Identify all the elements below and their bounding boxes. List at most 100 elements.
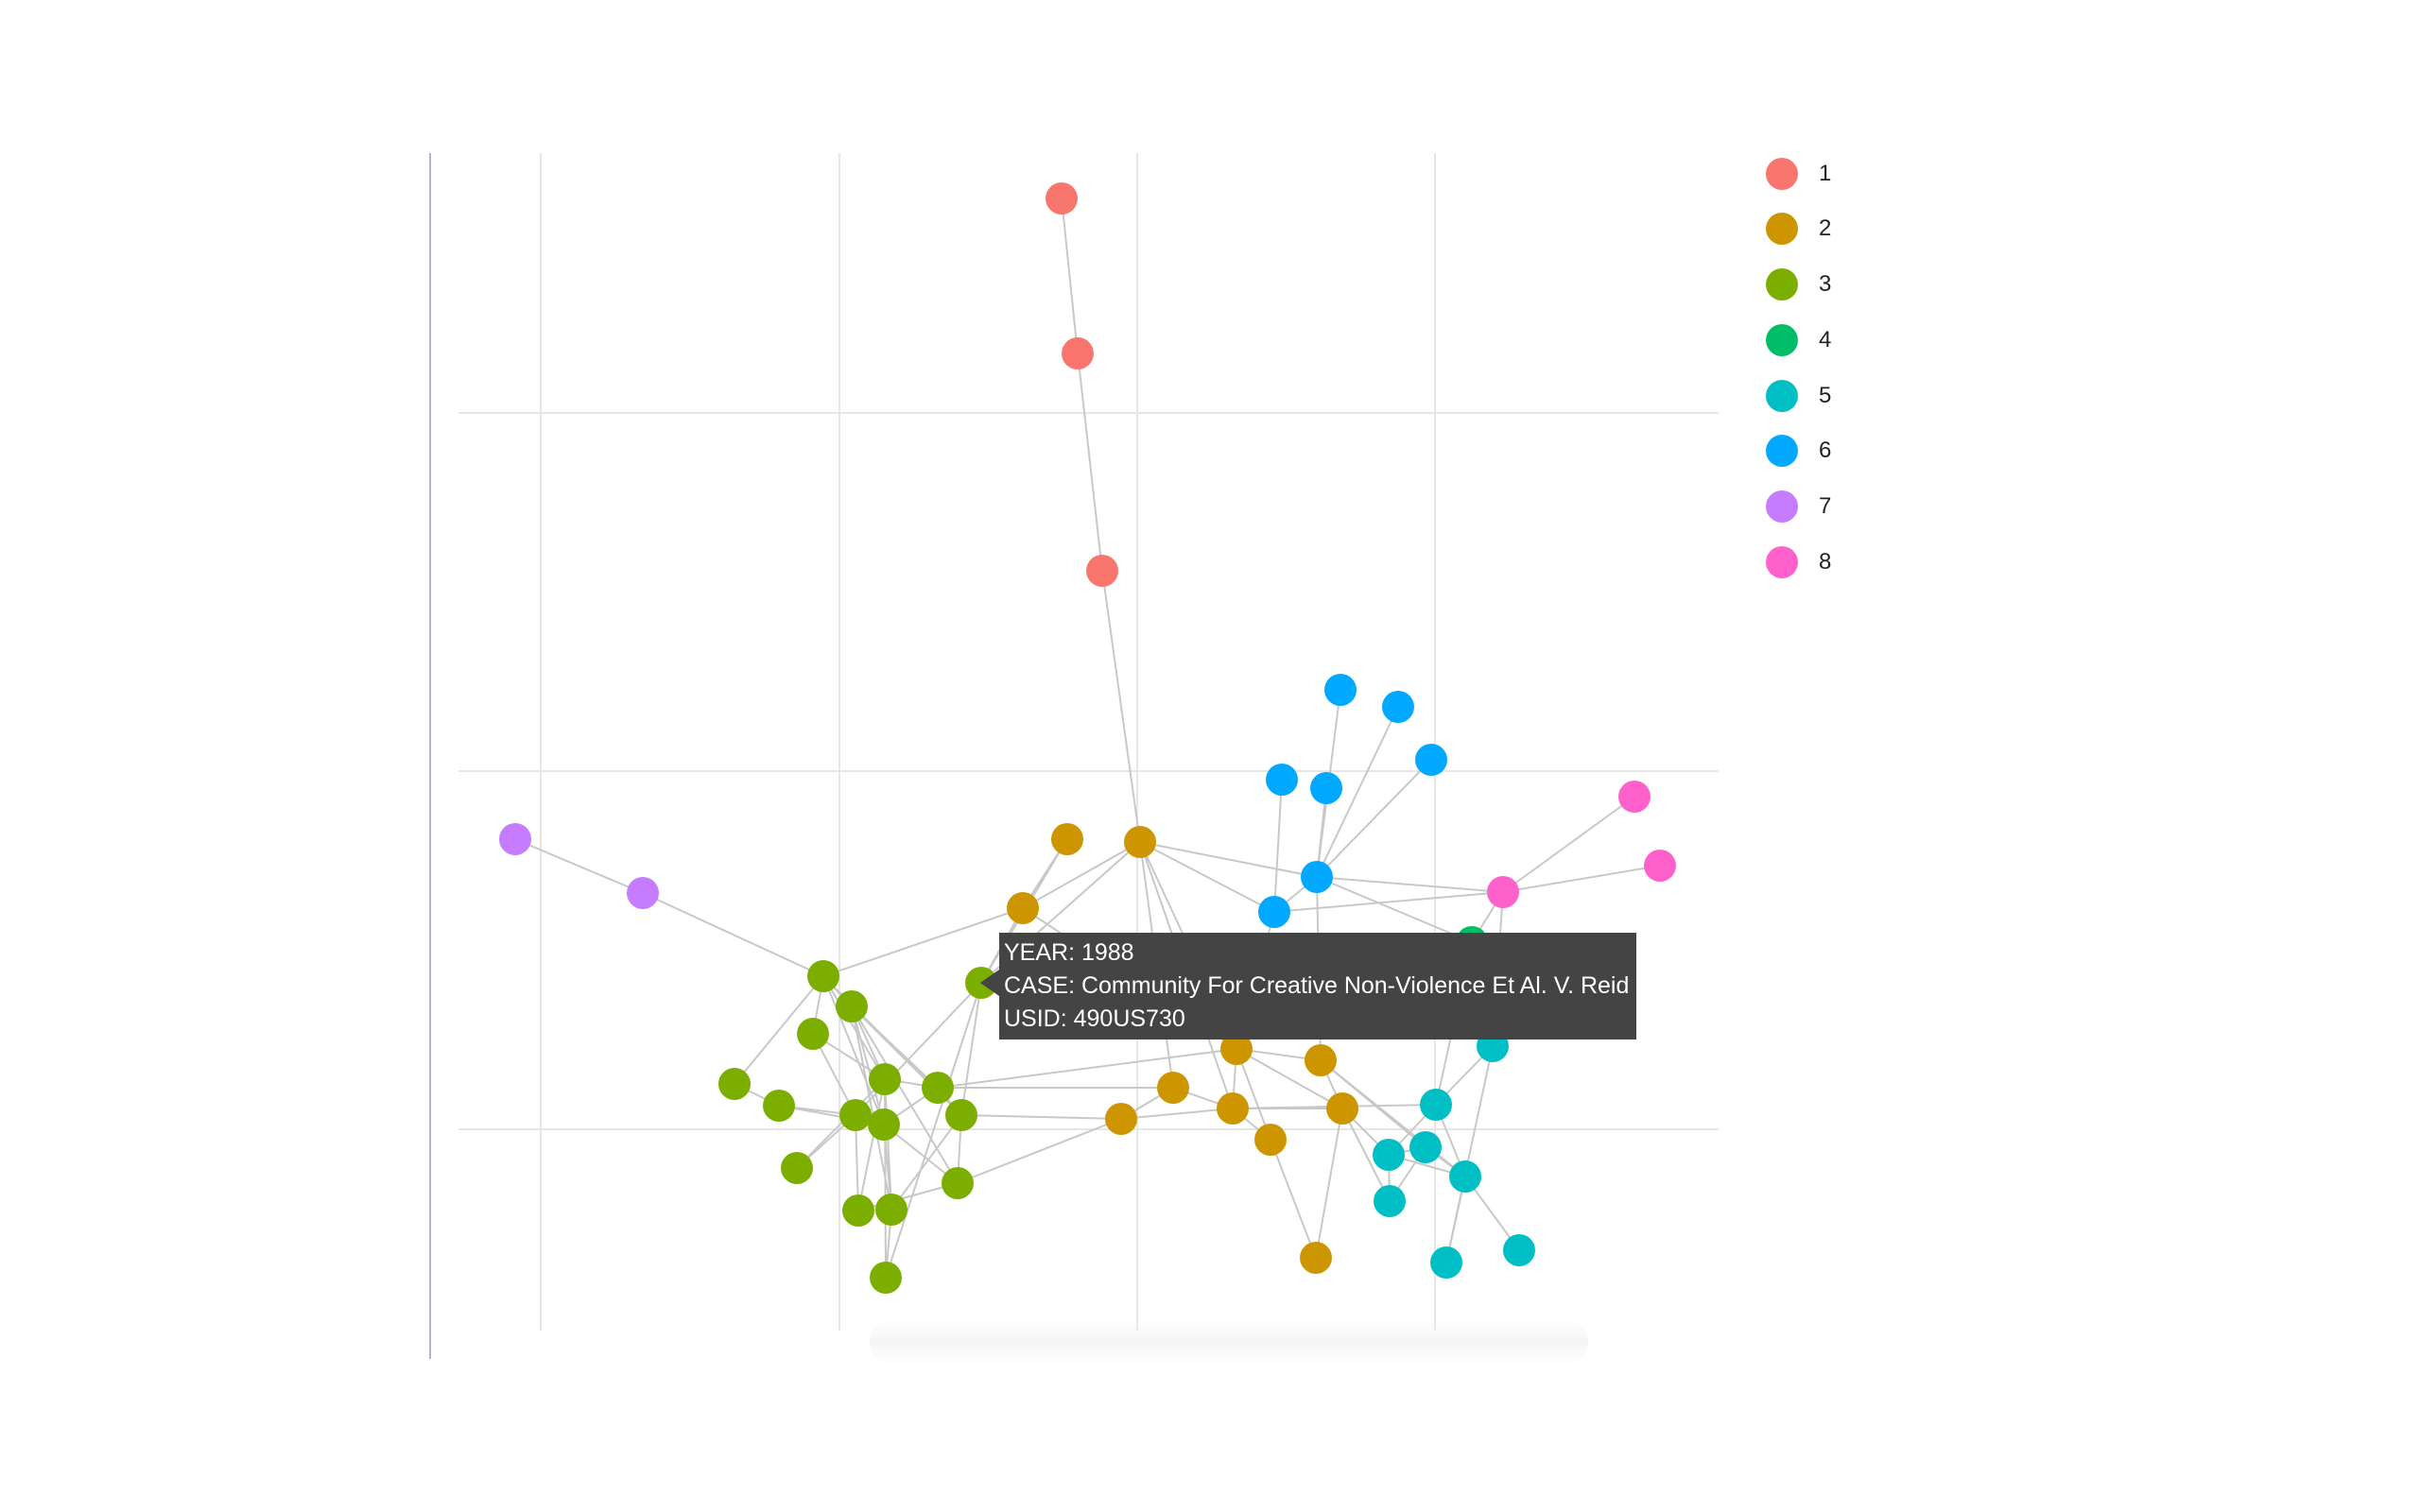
legend-marker bbox=[1766, 158, 1798, 190]
node-group-2[interactable] bbox=[1326, 1092, 1358, 1125]
tooltip-usid: USID: 490US730 bbox=[1004, 1005, 1185, 1032]
edge bbox=[796, 1078, 886, 1169]
legend-marker bbox=[1766, 213, 1798, 245]
node-group-5[interactable] bbox=[1420, 1089, 1452, 1121]
edge bbox=[1341, 1108, 1391, 1202]
legend-item-7[interactable]: 7 bbox=[1766, 490, 1831, 523]
node-group-5[interactable] bbox=[1374, 1185, 1406, 1217]
node-group-2[interactable] bbox=[1300, 1242, 1332, 1274]
node-group-5[interactable] bbox=[1449, 1160, 1481, 1193]
legend-marker bbox=[1766, 435, 1798, 467]
nodes bbox=[499, 182, 1676, 1294]
node-group-2[interactable] bbox=[1217, 1092, 1249, 1125]
legend-item-6[interactable]: 6 bbox=[1766, 435, 1831, 467]
node-group-3[interactable] bbox=[922, 1072, 954, 1104]
node-group-7[interactable] bbox=[627, 877, 659, 909]
node-group-5[interactable] bbox=[1373, 1139, 1405, 1171]
edge bbox=[1502, 796, 1635, 893]
node-group-3[interactable] bbox=[875, 1194, 908, 1226]
node-group-3[interactable] bbox=[781, 1152, 813, 1184]
node-group-2[interactable] bbox=[1007, 892, 1039, 924]
legend-item-5[interactable]: 5 bbox=[1766, 380, 1831, 412]
legend-marker bbox=[1766, 324, 1798, 356]
edges bbox=[514, 198, 1661, 1279]
node-group-3[interactable] bbox=[942, 1167, 974, 1199]
gridlines bbox=[429, 153, 1719, 1359]
node-group-5[interactable] bbox=[1409, 1131, 1442, 1163]
node-group-3[interactable] bbox=[797, 1018, 829, 1050]
node-group-2[interactable] bbox=[1105, 1103, 1137, 1135]
edge bbox=[885, 982, 982, 1279]
legend-item-8[interactable]: 8 bbox=[1766, 546, 1831, 578]
legend-marker bbox=[1766, 268, 1798, 301]
edge bbox=[822, 975, 885, 1125]
edge bbox=[960, 982, 982, 1116]
node-group-6[interactable] bbox=[1301, 861, 1333, 893]
node-group-7[interactable] bbox=[499, 823, 531, 855]
edge bbox=[855, 982, 982, 1116]
node-group-1[interactable] bbox=[1046, 182, 1078, 215]
edge bbox=[1502, 865, 1661, 893]
node-group-1[interactable] bbox=[1062, 337, 1094, 369]
edge bbox=[1320, 1059, 1466, 1177]
node-group-6[interactable] bbox=[1266, 764, 1298, 796]
edge bbox=[960, 1114, 1122, 1120]
edge bbox=[890, 1114, 962, 1211]
legend-label: 2 bbox=[1819, 215, 1832, 241]
node-group-6[interactable] bbox=[1324, 674, 1357, 706]
node-group-2[interactable] bbox=[1220, 1033, 1253, 1065]
node-group-3[interactable] bbox=[945, 1099, 977, 1131]
edge bbox=[1061, 198, 1079, 354]
node-group-6[interactable] bbox=[1258, 896, 1290, 928]
node-group-5[interactable] bbox=[1430, 1246, 1462, 1279]
legend-label: 5 bbox=[1819, 383, 1832, 408]
edge bbox=[1101, 570, 1141, 843]
node-group-3[interactable] bbox=[868, 1108, 900, 1141]
node-group-3[interactable] bbox=[839, 1099, 872, 1131]
node-group-8[interactable] bbox=[1618, 781, 1651, 813]
legend-label: 3 bbox=[1819, 271, 1832, 297]
edge bbox=[1077, 352, 1103, 572]
bottom-shadow bbox=[870, 1318, 1588, 1366]
edge bbox=[1316, 706, 1399, 878]
node-group-3[interactable] bbox=[763, 1090, 795, 1122]
tooltip-year: YEAR: 1988 bbox=[1004, 939, 1134, 966]
node-group-3[interactable] bbox=[869, 1063, 901, 1095]
legend-label: 6 bbox=[1819, 438, 1832, 463]
node-group-3[interactable] bbox=[836, 990, 868, 1022]
legend-label: 7 bbox=[1819, 493, 1832, 519]
edge bbox=[957, 1118, 1122, 1184]
node-group-1[interactable] bbox=[1086, 555, 1118, 587]
edge bbox=[1236, 1048, 1271, 1141]
node-group-5[interactable] bbox=[1503, 1234, 1535, 1266]
node-group-3[interactable] bbox=[870, 1262, 902, 1294]
node-group-6[interactable] bbox=[1382, 691, 1414, 723]
edge bbox=[1316, 876, 1504, 893]
node-group-2[interactable] bbox=[1254, 1124, 1287, 1156]
tooltip-case: CASE: Community For Creative Non-Violenc… bbox=[1004, 972, 1630, 999]
edge bbox=[851, 1005, 959, 1184]
node-group-2[interactable] bbox=[1305, 1044, 1337, 1076]
node-group-2[interactable] bbox=[1051, 823, 1083, 855]
legend-label: 4 bbox=[1819, 327, 1832, 352]
legend-item-2[interactable]: 2 bbox=[1766, 213, 1831, 245]
node-group-3[interactable] bbox=[842, 1194, 874, 1227]
edge bbox=[734, 975, 824, 1085]
edge bbox=[1273, 779, 1283, 913]
node-group-2[interactable] bbox=[1124, 826, 1156, 858]
tooltip-arrow bbox=[980, 970, 999, 996]
legend-item-4[interactable]: 4 bbox=[1766, 324, 1831, 356]
node-group-8[interactable] bbox=[1487, 876, 1519, 908]
node-group-6[interactable] bbox=[1415, 744, 1447, 776]
node-group-2[interactable] bbox=[1157, 1072, 1189, 1104]
node-group-3[interactable] bbox=[718, 1068, 751, 1100]
hover-tooltip: YEAR: 1988 CASE: Community For Creative … bbox=[999, 933, 1637, 1040]
legend-marker bbox=[1766, 546, 1798, 578]
legend-label: 8 bbox=[1819, 549, 1832, 575]
legend-item-1[interactable]: 1 bbox=[1766, 158, 1831, 190]
node-group-6[interactable] bbox=[1310, 772, 1342, 804]
legend-item-3[interactable]: 3 bbox=[1766, 268, 1831, 301]
node-group-3[interactable] bbox=[807, 960, 839, 992]
node-group-8[interactable] bbox=[1644, 850, 1676, 882]
edge bbox=[1139, 841, 1318, 878]
